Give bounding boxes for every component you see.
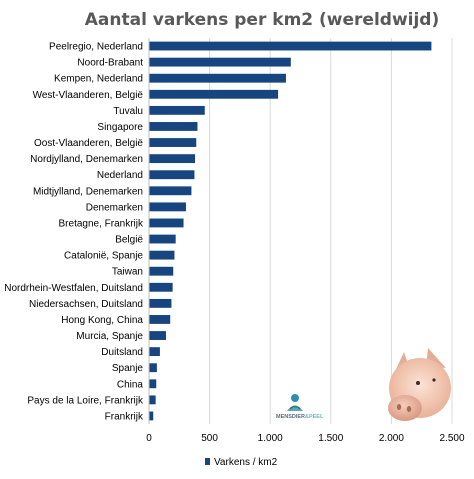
bar (149, 282, 173, 292)
bar (149, 154, 196, 164)
legend-swatch (205, 458, 210, 465)
bar (149, 202, 186, 212)
category-label: Oost-Vlaanderen, België (34, 138, 143, 149)
category-labels: Peelregio, Nederland Noord-Brabant Kempen,… (4, 42, 144, 423)
bar (149, 57, 291, 67)
bar (149, 347, 160, 357)
legend-label: Varkens / km2 (214, 457, 278, 468)
bar (149, 73, 286, 83)
category-label: Hong Kong, China (61, 315, 143, 326)
x-tick-label: 0 (146, 433, 152, 444)
category-label: Taiwan (112, 267, 143, 278)
x-tick-label: 1.500 (318, 433, 343, 444)
category-label: Niedersachsen, Duitsland (29, 299, 143, 310)
mensdier-peel-logo: MENSDIER &PEEL (276, 394, 324, 420)
category-label: Nederland (97, 170, 143, 181)
category-label: Nordrhein-Westfalen, Duitsland (4, 283, 143, 294)
bar (149, 89, 279, 99)
bar (149, 186, 192, 196)
x-tick-label: 2.500 (439, 433, 464, 444)
chart-title: Aantal varkens per km2 (wereldwijd) (85, 10, 440, 30)
category-label: Noord-Brabant (77, 58, 143, 69)
legend: Varkens / km2 (205, 457, 278, 468)
bar (149, 315, 171, 324)
category-label: Bretagne, Frankrijk (59, 218, 144, 229)
category-label: Midtjylland, Denemarken (33, 186, 143, 197)
bar (149, 363, 157, 373)
category-label: Frankrijk (105, 411, 144, 422)
pig-head-image (388, 348, 451, 421)
logo-text-part2: &PEEL (305, 414, 324, 420)
bar (149, 266, 174, 276)
category-label: Duitsland (101, 347, 143, 358)
bar (149, 250, 175, 260)
category-label: Peelregio, Nederland (49, 42, 143, 53)
category-label: China (117, 379, 144, 390)
bar (149, 122, 198, 131)
category-label: Singapore (97, 122, 143, 133)
category-label: Catalonië, Spanje (64, 251, 143, 262)
category-label: België (115, 235, 143, 246)
x-tick-labels: 0 500 1.000 1.500 2.000 2.500 (146, 433, 465, 444)
category-label: Tuvalu (113, 106, 143, 117)
bars (149, 41, 432, 421)
bar (149, 41, 432, 51)
category-label: Murcia, Spanje (76, 331, 143, 342)
bar (149, 331, 166, 340)
gridlines (209, 38, 453, 424)
category-label: Kempen, Nederland (54, 74, 143, 85)
bar (149, 170, 195, 180)
logo-text-part1: MENSDIER (276, 414, 305, 420)
bar (149, 234, 176, 244)
bar (149, 411, 154, 421)
bar (149, 298, 172, 308)
category-label: Spanje (112, 363, 144, 374)
x-tick-label: 500 (201, 433, 218, 444)
x-tick-label: 1.000 (258, 433, 283, 444)
category-label: Pays de la Loire, Frankrijk (27, 395, 144, 406)
category-label: Denemarken (86, 202, 143, 213)
bar (149, 379, 157, 389)
category-label: West-Vlaanderen, België (33, 90, 144, 101)
bar (149, 218, 184, 228)
category-label: Nordjylland, Denemarken (30, 154, 143, 165)
bar (149, 395, 156, 405)
bar (149, 105, 205, 115)
x-tick-label: 2.000 (379, 433, 404, 444)
bar (149, 138, 197, 147)
